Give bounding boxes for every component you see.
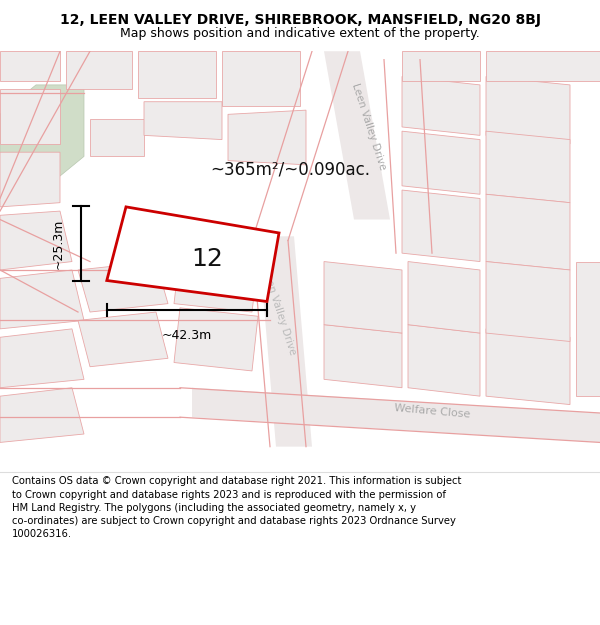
Polygon shape (174, 253, 258, 312)
Polygon shape (324, 261, 402, 333)
Polygon shape (228, 110, 306, 165)
Polygon shape (0, 89, 60, 144)
Polygon shape (0, 85, 84, 186)
Polygon shape (0, 152, 60, 207)
Text: ~365m²/~0.090ac.: ~365m²/~0.090ac. (210, 160, 370, 178)
Polygon shape (222, 51, 300, 106)
Polygon shape (90, 119, 144, 156)
Polygon shape (402, 76, 480, 136)
Polygon shape (408, 261, 480, 333)
Polygon shape (486, 261, 570, 341)
Polygon shape (0, 211, 72, 270)
Text: 12, LEEN VALLEY DRIVE, SHIREBROOK, MANSFIELD, NG20 8BJ: 12, LEEN VALLEY DRIVE, SHIREBROOK, MANSF… (59, 12, 541, 27)
Polygon shape (192, 388, 600, 442)
Polygon shape (0, 270, 84, 329)
Text: Leen Valley Drive: Leen Valley Drive (260, 268, 298, 357)
Polygon shape (486, 51, 600, 81)
Text: Map shows position and indicative extent of the property.: Map shows position and indicative extent… (120, 27, 480, 40)
Text: ~42.3m: ~42.3m (162, 329, 212, 342)
Polygon shape (408, 324, 480, 396)
Polygon shape (174, 308, 258, 371)
Polygon shape (402, 51, 480, 81)
Polygon shape (402, 190, 480, 261)
Polygon shape (78, 312, 168, 367)
Text: ~25.3m: ~25.3m (52, 219, 65, 269)
Polygon shape (78, 261, 168, 312)
Polygon shape (0, 388, 84, 442)
Polygon shape (486, 329, 570, 404)
Polygon shape (324, 324, 402, 388)
Polygon shape (0, 329, 84, 388)
Polygon shape (0, 51, 60, 81)
Polygon shape (324, 51, 390, 219)
Text: Leen Valley Drive: Leen Valley Drive (350, 82, 388, 172)
Polygon shape (402, 131, 480, 194)
Text: 12: 12 (191, 248, 223, 271)
Polygon shape (576, 261, 600, 396)
Text: Welfare Close: Welfare Close (394, 402, 470, 419)
Polygon shape (107, 207, 279, 301)
Polygon shape (486, 194, 570, 270)
Polygon shape (486, 131, 570, 202)
Polygon shape (258, 236, 312, 447)
Text: Contains OS data © Crown copyright and database right 2021. This information is : Contains OS data © Crown copyright and d… (12, 476, 461, 539)
Polygon shape (66, 51, 132, 89)
Polygon shape (144, 102, 222, 139)
Polygon shape (138, 51, 216, 98)
Polygon shape (486, 76, 570, 144)
